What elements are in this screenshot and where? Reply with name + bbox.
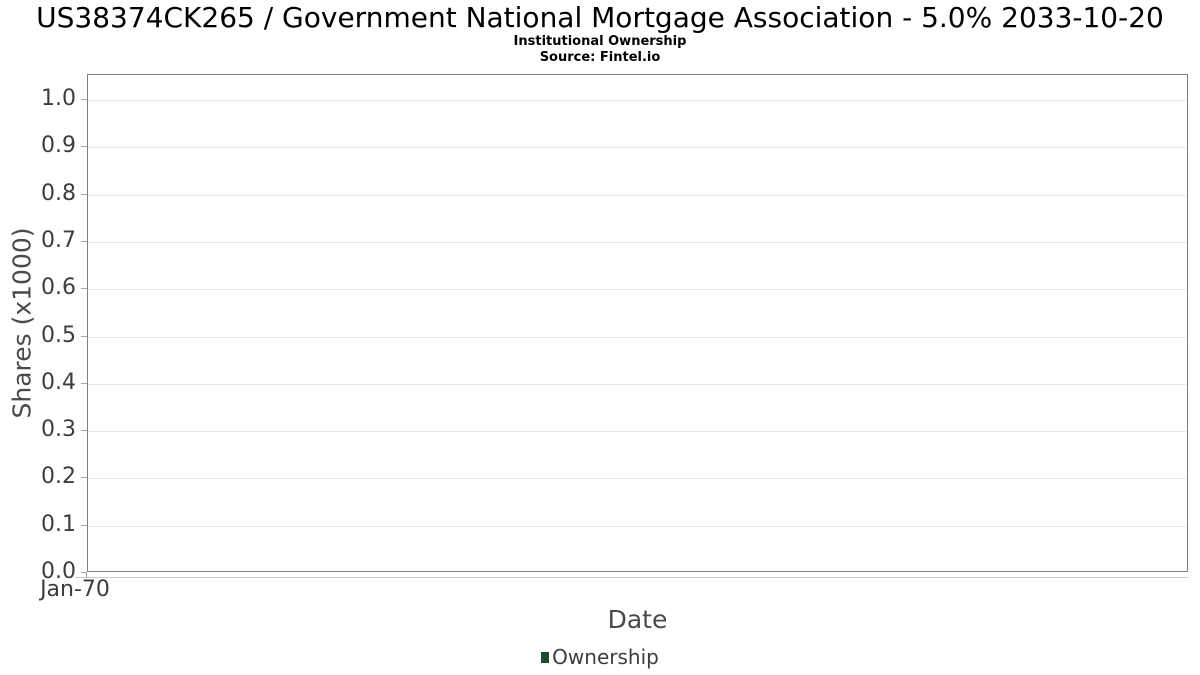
y-tick-label: 0.2 [41,464,76,489]
y-axis-tick-mark [81,572,87,573]
y-tick-label: 0.3 [41,417,76,442]
plot-area [87,74,1188,572]
chart-title: US38374CK265 / Government National Mortg… [36,1,1164,34]
y-tick-label: 0.8 [41,181,76,206]
x-axis-line [75,577,1188,578]
y-axis-tick-mark [81,525,87,526]
y-axis-tick-mark [81,146,87,147]
chart-source: Source: Fintel.io [539,50,661,65]
y-gridline [88,242,1187,243]
y-gridline [88,384,1187,385]
y-tick-label: 0.0 [41,559,76,584]
y-gridline [88,195,1187,196]
y-axis-tick-mark [81,288,87,289]
y-tick-label: 0.1 [41,512,76,537]
y-gridline [88,478,1187,479]
y-axis-tick-mark [81,194,87,195]
y-tick-label: 0.9 [41,133,76,158]
legend-item-ownership[interactable]: Ownership [541,645,659,669]
y-gridline [88,100,1187,101]
y-gridline [88,526,1187,527]
y-axis-tick-mark [81,336,87,337]
y-axis-tick-mark [81,99,87,100]
legend-marker-icon [541,651,550,663]
legend: Ownership [0,645,1200,669]
y-gridline [88,289,1187,290]
y-tick-label: 0.4 [41,370,76,395]
y-axis-tick-mark [81,430,87,431]
y-gridline [88,337,1187,338]
y-tick-label: 0.6 [41,275,76,300]
y-tick-label: 1.0 [41,86,76,111]
y-axis-tick-mark [81,477,87,478]
legend-label: Ownership [552,645,659,669]
y-tick-label: 0.7 [41,228,76,253]
chart-subtitle: Institutional Ownership [513,34,687,49]
y-tick-label: 0.5 [41,323,76,348]
y-axis-tick-mark [81,383,87,384]
x-axis-label: Date [607,605,668,634]
y-gridline [88,147,1187,148]
x-axis-tick-label: Jan-70 [40,577,110,602]
y-axis-tick-mark [81,241,87,242]
y-gridline [88,431,1187,432]
x-axis-tick-mark [86,572,87,578]
